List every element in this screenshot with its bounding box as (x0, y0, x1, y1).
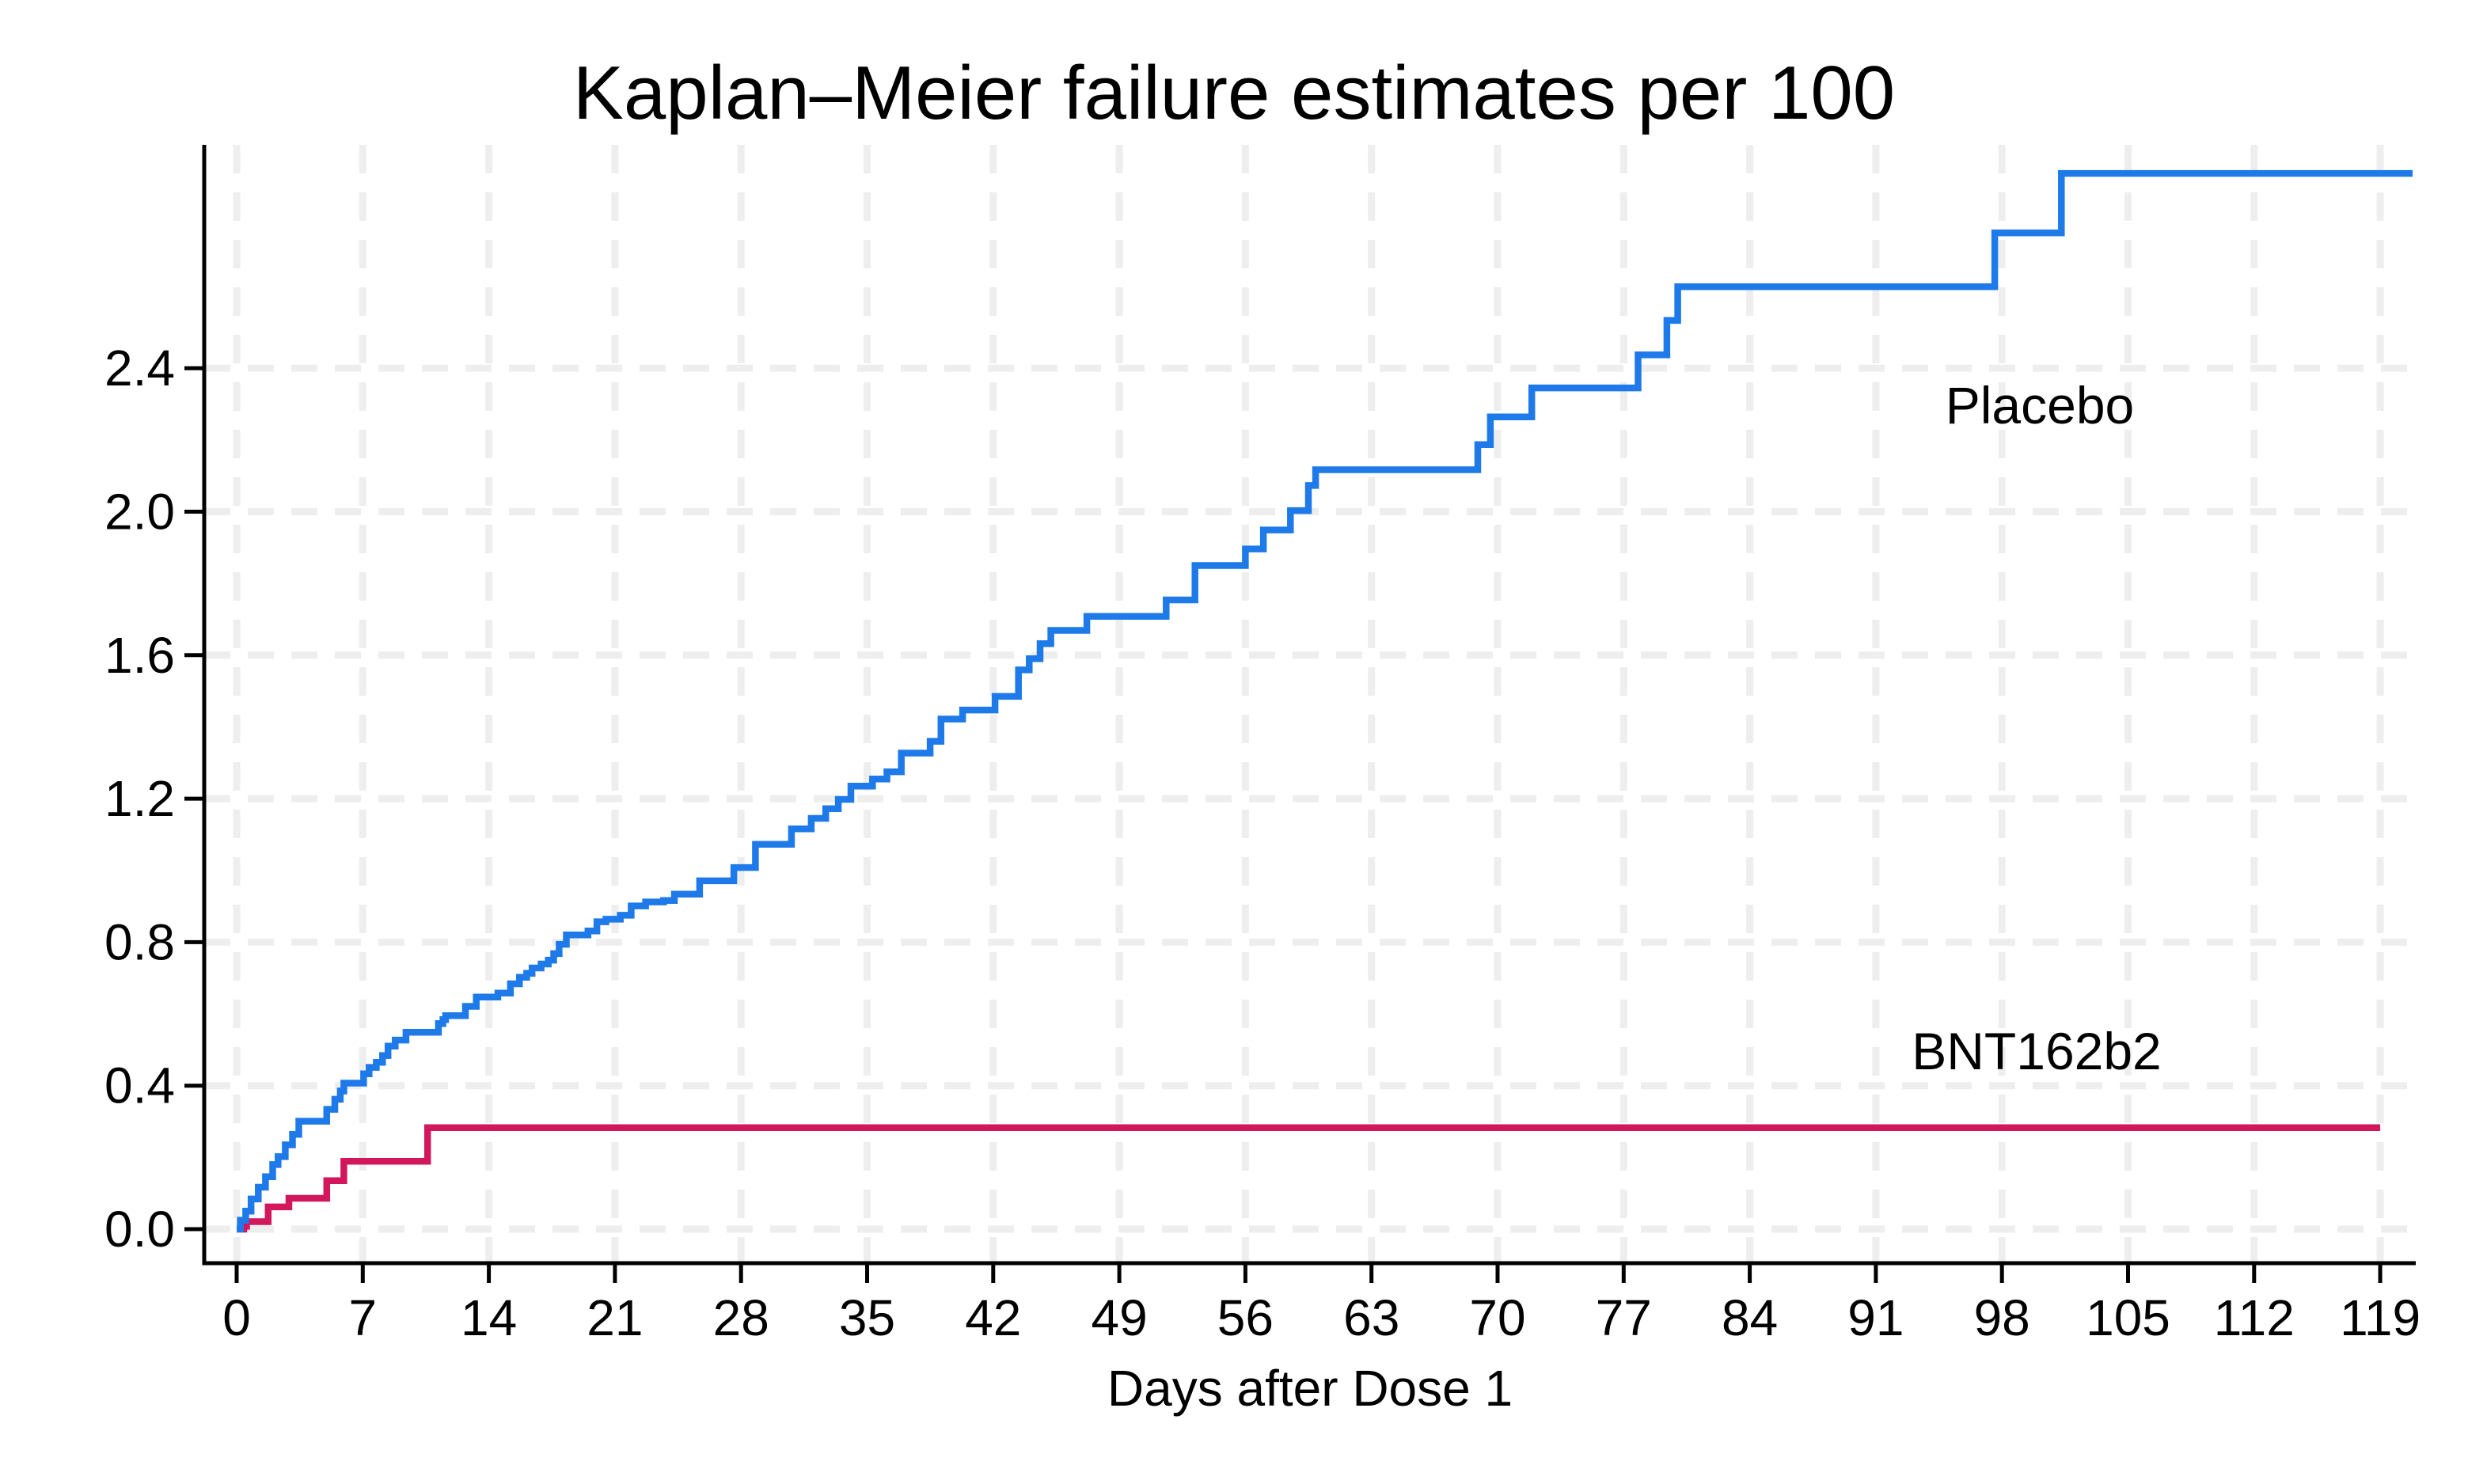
chart-title: Kaplan–Meier failure estimates per 100 (573, 51, 1895, 135)
x-tick-label: 56 (1217, 1289, 1274, 1346)
axes (202, 145, 2416, 1266)
x-tick-label: 105 (2086, 1289, 2170, 1346)
x-tick-label: 35 (839, 1289, 895, 1346)
y-tick-label: 2.0 (104, 484, 175, 541)
x-tick-label: 63 (1343, 1289, 1399, 1346)
x-tick-label: 21 (587, 1289, 643, 1346)
x-axis-title: Days after Dose 1 (1107, 1360, 1513, 1417)
y-tick-label: 0.8 (104, 913, 175, 970)
x-tick-label: 84 (1722, 1289, 1778, 1346)
x-tick-label: 112 (2214, 1289, 2295, 1346)
y-tick-label: 0.4 (104, 1057, 175, 1114)
x-tick-label: 119 (2340, 1289, 2421, 1346)
axis-ticks (184, 366, 2383, 1283)
x-tick-label: 42 (965, 1289, 1021, 1346)
y-tick-label: 1.2 (104, 770, 175, 827)
axis-tick-labels: 0.0 0.4 0.8 1.2 1.6 2.0 2.4 0 7 14 21 28 35 42 49 56 63 7… (104, 340, 2421, 1346)
x-tick-label: 14 (461, 1289, 517, 1346)
x-tick-label: 70 (1469, 1289, 1525, 1346)
x-tick-label: 91 (1847, 1289, 1904, 1346)
y-tick-label: 2.4 (104, 340, 175, 397)
x-tick-label: 28 (713, 1289, 769, 1346)
y-tick-label: 1.6 (104, 627, 175, 684)
survival-curves (237, 169, 2413, 1233)
y-tick-label: 0.0 (104, 1201, 175, 1258)
placebo-curve (237, 169, 2413, 1233)
x-tick-label: 7 (349, 1289, 378, 1346)
bnt162b2-curve (237, 1124, 2381, 1233)
series-label-bnt162b2: BNT162b2 (1912, 1022, 2162, 1080)
series-label-placebo: Placebo (1946, 376, 2135, 435)
x-tick-label: 49 (1091, 1289, 1147, 1346)
x-tick-label: 98 (1974, 1289, 2030, 1346)
x-gridlines (233, 145, 2384, 1263)
x-tick-label: 77 (1596, 1289, 1652, 1346)
x-tick-label: 0 (222, 1289, 251, 1346)
